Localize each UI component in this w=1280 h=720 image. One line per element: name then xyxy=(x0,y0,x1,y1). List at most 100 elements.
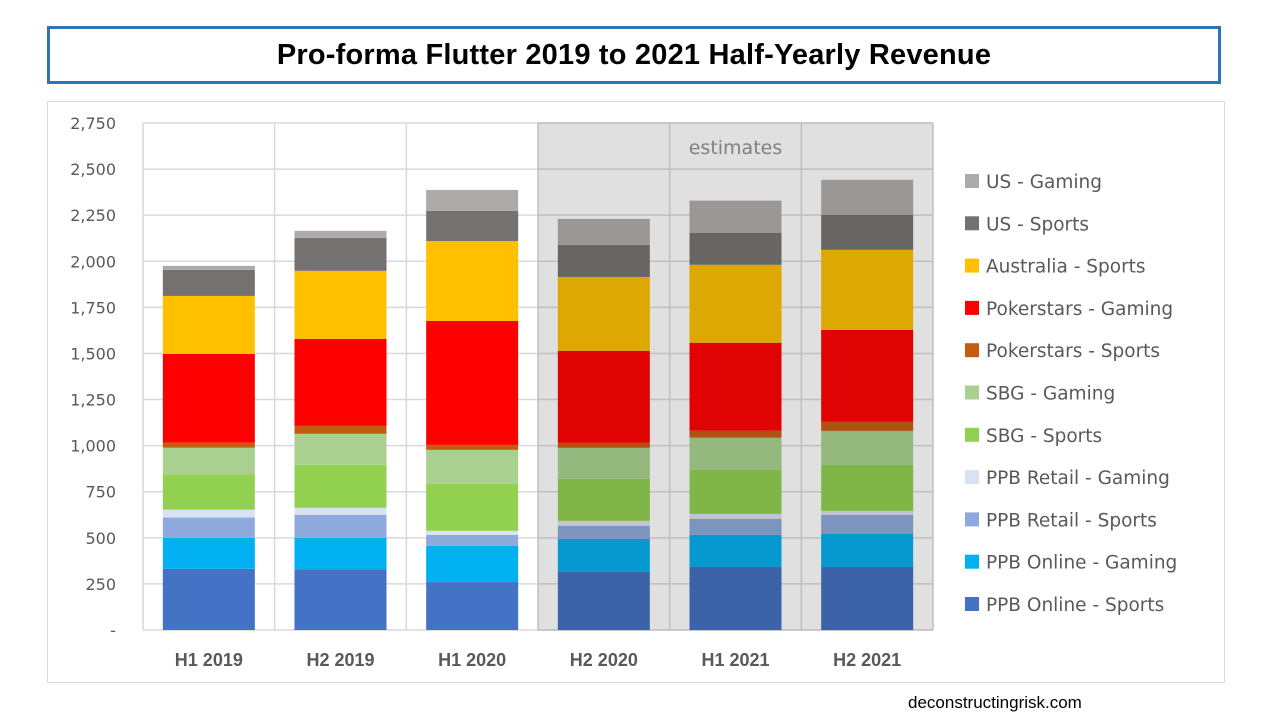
bar-segment-ppb-online-sports xyxy=(689,566,782,630)
bar-segment-pokerstars-sports xyxy=(294,425,387,434)
legend-item: US - Gaming xyxy=(965,172,1102,193)
bar-segment-pokerstars-gaming xyxy=(821,329,914,422)
bar-segment-australia-sports xyxy=(162,295,255,355)
y-tick-label: 500 xyxy=(85,529,116,548)
bar-stack-h1-2020 xyxy=(426,189,519,630)
x-tick-label: H1 2019 xyxy=(175,650,243,670)
bar-segment-ppb-online-gaming xyxy=(821,533,914,567)
bar-segment-pokerstars-gaming xyxy=(294,338,387,426)
bar-segment-australia-sports xyxy=(689,264,782,343)
bar-segment-ppb-retail-gaming xyxy=(426,530,519,535)
bar-segment-ppb-retail-sports xyxy=(294,514,387,538)
bar-segment-ppb-online-sports xyxy=(294,569,387,630)
bar-segment-us-sports xyxy=(426,210,519,241)
bar-segment-us-gaming xyxy=(821,179,914,215)
legend-label: US - Gaming xyxy=(986,172,1102,193)
legend-item: PPB Online - Gaming xyxy=(965,553,1177,574)
legend-label: PPB Retail - Gaming xyxy=(986,468,1170,489)
x-axis: H1 2019 H2 2019 H1 2020 H2 2020 H1 2021 H2 20… xyxy=(175,650,901,670)
bar-segment-sbg-sports xyxy=(689,469,782,514)
bar-segment-pokerstars-sports xyxy=(426,444,519,450)
estimates-label: estimates xyxy=(689,137,783,159)
bar-segment-us-sports xyxy=(821,214,914,250)
legend-swatch xyxy=(965,427,979,442)
bar-segment-ppb-online-gaming xyxy=(162,537,255,569)
y-axis: - 250 500 750 1,000 1,250 1,500 1,750 2,000 2,250… xyxy=(70,114,116,640)
bar-segment-sbg-sports xyxy=(294,464,387,508)
legend-swatch xyxy=(965,300,979,315)
legend-label: PPB Online - Gaming xyxy=(986,553,1177,574)
legend-swatch xyxy=(965,216,979,231)
legend-label: Australia - Sports xyxy=(986,257,1146,278)
legend-item: US - Sports xyxy=(965,214,1089,235)
legend-label: PPB Online - Sports xyxy=(986,595,1164,616)
chart-title-box: Pro-forma Flutter 2019 to 2021 Half-Year… xyxy=(47,26,1221,84)
bar-stack-h2-2021 xyxy=(821,179,914,630)
bar-segment-ppb-online-gaming xyxy=(294,537,387,570)
y-tick-label: 2,000 xyxy=(70,252,116,271)
y-tick-label: 1,250 xyxy=(70,391,116,410)
bar-segment-pokerstars-gaming xyxy=(557,350,650,443)
legend-label: SBG - Sports xyxy=(986,426,1102,447)
legend-swatch xyxy=(965,512,979,527)
legend-label: US - Sports xyxy=(986,214,1089,235)
legend-item: PPB Retail - Gaming xyxy=(965,468,1170,489)
bar-segment-sbg-gaming xyxy=(689,437,782,470)
legend-item: Pokerstars - Sports xyxy=(965,341,1160,362)
bar-segment-australia-sports xyxy=(426,240,519,322)
bar-segment-ppb-online-gaming xyxy=(689,534,782,567)
bar-segment-sbg-gaming xyxy=(821,430,914,465)
x-tick-label: H2 2019 xyxy=(306,650,374,670)
y-tick-label: - xyxy=(110,621,116,640)
y-tick-label: 750 xyxy=(85,483,116,502)
legend-item: Australia - Sports xyxy=(965,257,1146,278)
bar-segment-sbg-sports xyxy=(821,464,914,511)
bar-segment-us-gaming xyxy=(162,265,255,270)
bar-segment-ppb-retail-sports xyxy=(426,534,519,546)
bar-stack-h2-2020 xyxy=(557,218,650,630)
y-tick-label: 1,000 xyxy=(70,437,116,456)
bar-segment-pokerstars-sports xyxy=(689,430,782,438)
y-tick-label: 2,500 xyxy=(70,160,116,179)
bar-segment-ppb-online-sports xyxy=(557,571,650,630)
legend-item: PPB Retail - Sports xyxy=(965,510,1157,531)
bar-segment-sbg-sports xyxy=(557,478,650,521)
bar-segment-pokerstars-gaming xyxy=(689,342,782,431)
bar-segment-us-gaming xyxy=(689,200,782,233)
source-credit: deconstructingrisk.com xyxy=(908,693,1082,712)
bar-segment-ppb-retail-sports xyxy=(821,514,914,534)
y-tick-label: 250 xyxy=(85,575,116,594)
bar-segment-ppb-retail-gaming xyxy=(294,507,387,515)
bar-stack-h1-2021 xyxy=(689,200,782,630)
legend-swatch xyxy=(965,470,979,485)
bar-segment-pokerstars-sports xyxy=(557,442,650,448)
bars xyxy=(162,179,914,630)
bar-segment-australia-sports xyxy=(557,276,650,351)
bar-segment-ppb-online-sports xyxy=(426,582,519,630)
bar-stack-h2-2019 xyxy=(294,230,387,630)
bar-segment-ppb-retail-gaming xyxy=(821,510,914,515)
bar-stack-h1-2019 xyxy=(162,265,255,630)
bar-segment-australia-sports xyxy=(294,270,387,339)
legend-label: Pokerstars - Sports xyxy=(986,341,1160,362)
y-tick-label: 1,750 xyxy=(70,298,116,317)
bar-segment-sbg-gaming xyxy=(294,433,387,465)
bar-segment-ppb-retail-gaming xyxy=(162,509,255,518)
chart-title: Pro-forma Flutter 2019 to 2021 Half-Year… xyxy=(276,38,992,71)
bar-segment-ppb-retail-sports xyxy=(162,517,255,538)
bar-segment-ppb-online-sports xyxy=(162,568,255,630)
bar-segment-us-sports xyxy=(162,269,255,296)
bar-segment-ppb-retail-sports xyxy=(557,525,650,539)
y-tick-label: 2,750 xyxy=(70,114,116,133)
x-tick-label: H1 2020 xyxy=(438,650,506,670)
bar-segment-ppb-online-gaming xyxy=(557,538,650,572)
bar-segment-sbg-sports xyxy=(426,483,519,531)
legend-swatch xyxy=(965,385,979,400)
legend-swatch xyxy=(965,597,979,611)
bar-segment-us-gaming xyxy=(294,230,387,238)
legend-swatch xyxy=(965,174,979,188)
bar-segment-us-sports xyxy=(689,232,782,265)
bar-segment-ppb-retail-gaming xyxy=(689,513,782,519)
x-tick-label: H1 2021 xyxy=(701,650,769,670)
